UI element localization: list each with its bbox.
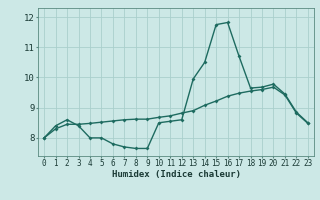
X-axis label: Humidex (Indice chaleur): Humidex (Indice chaleur)	[111, 170, 241, 179]
